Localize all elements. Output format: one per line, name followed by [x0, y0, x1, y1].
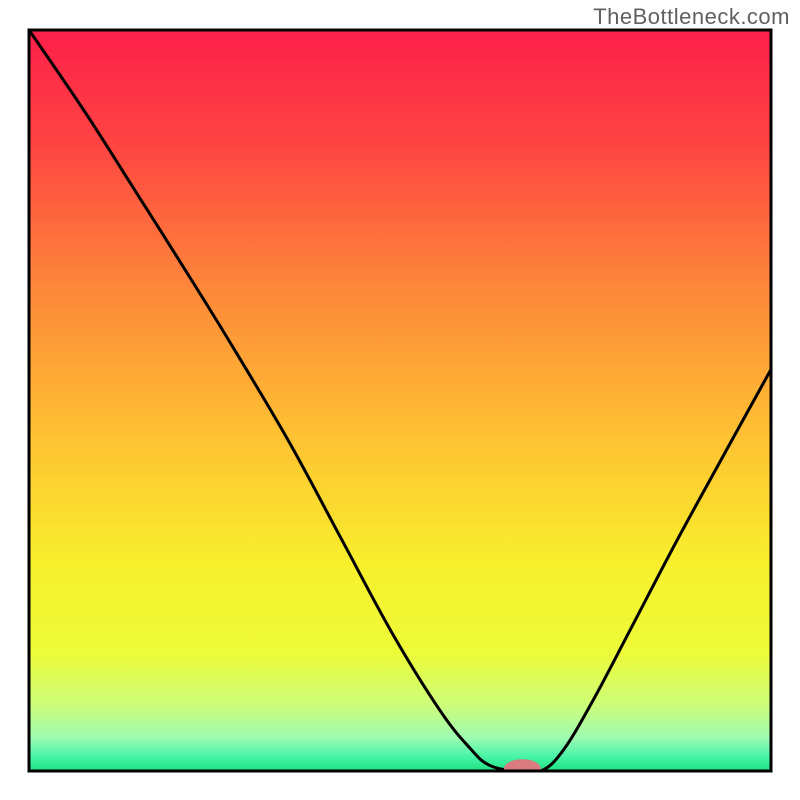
watermark-text: TheBottleneck.com	[593, 4, 790, 30]
optimum-marker	[504, 760, 540, 778]
bottleneck-curve-chart	[0, 0, 800, 800]
chart-container: TheBottleneck.com	[0, 0, 800, 800]
plot-background	[29, 30, 771, 771]
